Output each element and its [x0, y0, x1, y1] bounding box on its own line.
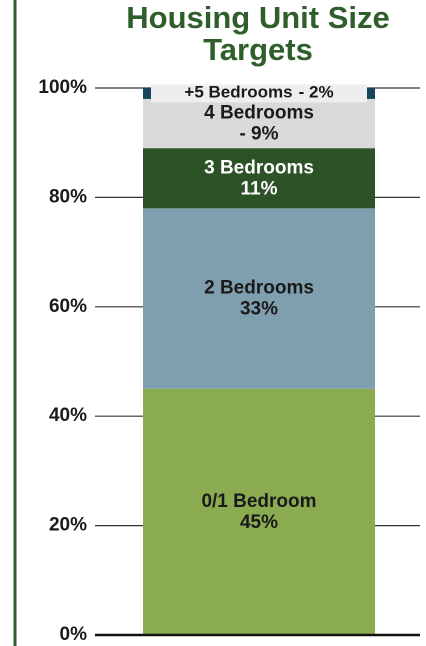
y-tick-label: 80%: [49, 186, 87, 207]
label-background: [151, 84, 367, 103]
y-tick-label: 60%: [49, 296, 87, 317]
value-label: - 2%: [299, 83, 334, 102]
bar-segment: [143, 388, 375, 635]
value-label: 45%: [240, 512, 278, 533]
bar-segment: [143, 148, 375, 209]
series-name: 3 Bedrooms: [204, 157, 314, 178]
series-name: 0/1 Bedroom: [201, 491, 316, 512]
bar-segment: [143, 98, 375, 149]
bar-segment: [143, 208, 375, 389]
series-name: +5 Bedrooms: [184, 83, 292, 102]
series-name: 4 Bedrooms: [204, 103, 314, 124]
chart-title: Housing Unit Size Targets: [126, 0, 390, 67]
value-label: 33%: [240, 299, 278, 320]
y-tick-label: 40%: [49, 405, 87, 426]
y-tick-label: 20%: [49, 515, 87, 536]
value-label: - 9%: [239, 124, 278, 145]
data-label: +5 Bedrooms - 2%: [184, 83, 333, 102]
y-tick-label: 100%: [38, 77, 87, 98]
value-label: 11%: [241, 178, 278, 199]
y-tick-label: 0%: [60, 624, 88, 645]
series-name: 2 Bedrooms: [204, 278, 314, 299]
